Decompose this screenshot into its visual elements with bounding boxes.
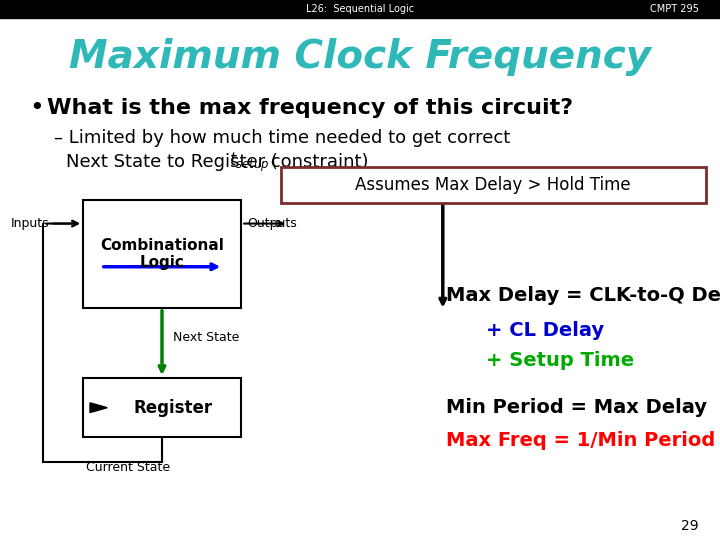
Text: + CL Delay: + CL Delay <box>486 321 604 340</box>
Bar <box>0 0 720 18</box>
Text: Combinational
Logic: Combinational Logic <box>100 238 224 270</box>
Text: Min Period = Max Delay: Min Period = Max Delay <box>446 398 707 417</box>
Text: Maximum Clock Frequency: Maximum Clock Frequency <box>69 38 651 76</box>
Text: – Limited by how much time needed to get correct: – Limited by how much time needed to get… <box>54 129 510 147</box>
Text: $t_{setup}$: $t_{setup}$ <box>229 151 269 173</box>
Text: L26:  Sequential Logic: L26: Sequential Logic <box>306 4 414 14</box>
Text: Next State: Next State <box>173 331 239 344</box>
Text: Inputs: Inputs <box>11 217 50 230</box>
Text: Current State: Current State <box>86 461 171 474</box>
Bar <box>83 378 241 437</box>
Bar <box>83 200 241 308</box>
Text: Assumes Max Delay > Hold Time: Assumes Max Delay > Hold Time <box>356 176 631 194</box>
Text: constraint): constraint) <box>265 153 369 171</box>
Text: Next State to Register (: Next State to Register ( <box>66 153 278 171</box>
Text: Register: Register <box>133 399 212 417</box>
Text: Max Delay = CLK-to-Q Delay: Max Delay = CLK-to-Q Delay <box>446 286 720 306</box>
Text: CMPT 295: CMPT 295 <box>649 4 698 14</box>
Text: Outputs: Outputs <box>247 217 297 230</box>
Text: •: • <box>29 96 43 120</box>
FancyBboxPatch shape <box>281 167 706 202</box>
Text: 29: 29 <box>681 519 698 534</box>
Text: What is the max frequency of this circuit?: What is the max frequency of this circui… <box>47 98 573 118</box>
Text: Max Freq = 1/Min Period: Max Freq = 1/Min Period <box>446 430 716 450</box>
Polygon shape <box>90 403 107 413</box>
Text: + Setup Time: + Setup Time <box>486 351 634 370</box>
